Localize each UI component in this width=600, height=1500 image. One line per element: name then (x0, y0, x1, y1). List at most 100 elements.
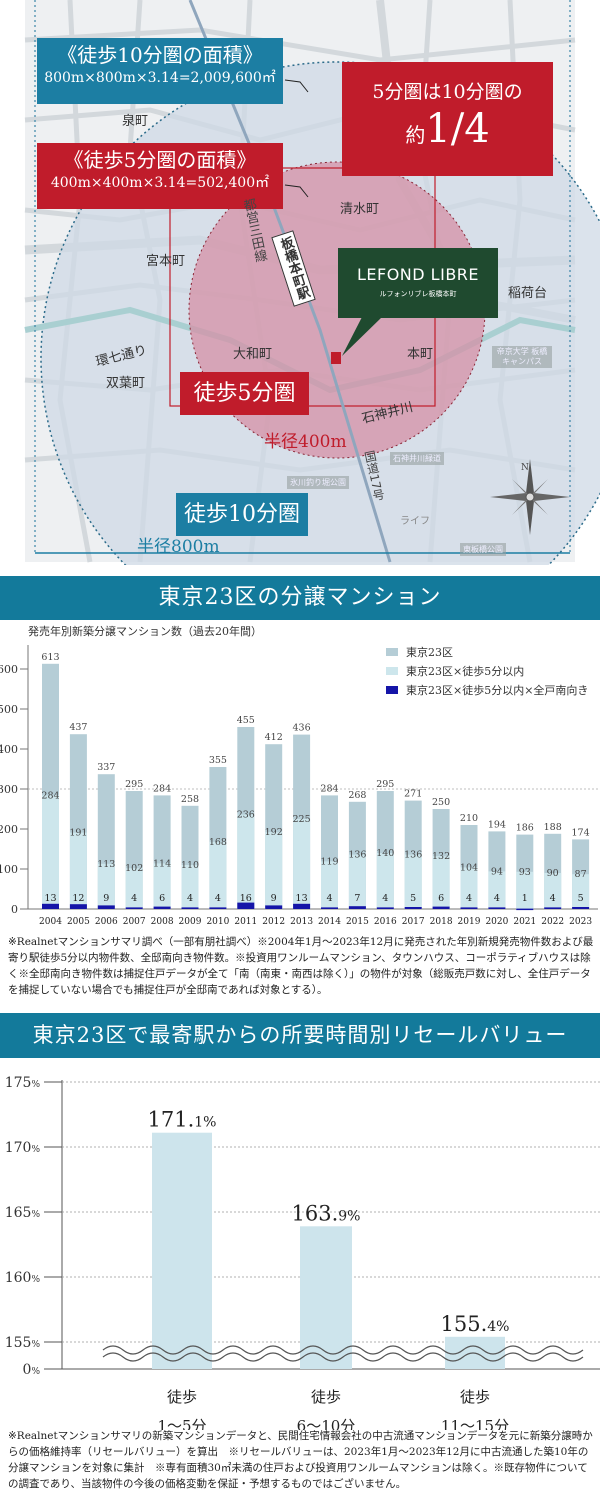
bar-south (181, 907, 199, 909)
data-label-south: 4 (131, 893, 137, 904)
y-tick-label: 200 (0, 823, 18, 836)
landmark-label: 東板橋公園 (460, 543, 506, 556)
x-tick-label: 2019 (458, 917, 481, 927)
data-label-tokyo23: 295 (125, 779, 143, 790)
x-category-line2: 6〜10分 (297, 1417, 356, 1430)
section2-header: 東京23区で最寄駅からの所要時間別リセールバリュー (0, 1013, 600, 1058)
bar-south (460, 907, 478, 909)
x-tick-label: 2023 (569, 917, 592, 927)
landmark-label: ライフ (400, 516, 430, 527)
walk10-label: 徒歩10分圏 (176, 493, 308, 536)
x-category-line1: 徒歩 (460, 1388, 490, 1406)
bar-south (153, 906, 171, 909)
y-tick-label: 0% (23, 1362, 41, 1378)
data-label-south: 6 (438, 893, 444, 904)
data-label-tokyo23: 436 (293, 723, 311, 734)
data-label-walk5: 225 (293, 814, 311, 825)
data-label-walk5: 236 (237, 810, 255, 821)
data-label-walk5: 192 (265, 827, 283, 838)
data-label-south: 4 (187, 893, 193, 904)
bar-south (321, 907, 338, 909)
legend-swatch (386, 648, 398, 656)
town-label: 大和町 (233, 347, 273, 362)
bar-south (209, 907, 227, 909)
legend-label: 東京23区×徒歩5分以内 (406, 665, 525, 678)
town-label: 本町 (407, 347, 434, 362)
property-callout: LEFOND LIBRE ルフォンリブレ板橋本町 (338, 248, 498, 318)
data-label-walk5: 87 (575, 869, 587, 880)
bar-walk5 (348, 854, 366, 909)
data-label-south: 4 (326, 893, 332, 904)
walk10-area-title: 《徒歩10分圏の面積》 (57, 43, 263, 67)
data-label-walk5: 104 (460, 862, 478, 873)
data-label-south: 13 (44, 893, 56, 904)
bar-walk5 (181, 865, 199, 909)
bar-south (69, 904, 87, 909)
x-tick-label: 2010 (206, 917, 229, 927)
y-tick-label: 165% (5, 1205, 41, 1221)
resale-value-label: 171.1% (148, 1108, 217, 1132)
data-label-south: 13 (296, 893, 308, 904)
data-label-tokyo23: 188 (544, 822, 562, 833)
data-label-south: 4 (494, 893, 500, 904)
bar-walk5 (42, 795, 59, 909)
legend-item: 東京23区×徒歩5分以内×全戸南向き (386, 681, 588, 700)
data-label-walk5: 102 (125, 863, 143, 874)
town-label: 宮本町 (146, 254, 186, 269)
x-tick-label: 2007 (123, 917, 146, 927)
data-label-south: 4 (215, 893, 221, 904)
bar-walk5 (544, 873, 562, 909)
landmark-label: 石神井川緑道 (390, 452, 444, 465)
x-category-line2: 1〜5分 (157, 1417, 206, 1430)
data-label-south: 4 (466, 893, 472, 904)
bar-south (572, 907, 590, 909)
legend-item: 東京23区×徒歩5分以内 (386, 662, 588, 681)
chart1-svg: 0100200300400500600613284132004437191122… (0, 645, 598, 927)
town-label: 双葉町 (106, 376, 146, 391)
axis-break-wave (102, 1352, 584, 1362)
compass-icon (490, 459, 570, 535)
y-tick-label: 155% (5, 1335, 41, 1351)
y-tick-label: 300 (0, 783, 18, 796)
data-label-walk5: 136 (404, 850, 422, 861)
y-tick-label: 100 (0, 863, 18, 876)
property-kana: ルフォンリブレ板橋本町 (379, 290, 457, 299)
ratio-value: 1/4 (425, 105, 490, 152)
bar-walk5 (516, 871, 534, 909)
landmark-label: 氷川釣り堀公園 (287, 476, 349, 489)
town-label: 清水町 (340, 202, 380, 217)
data-label-south: 1 (522, 893, 528, 904)
resale-value-label: 155.4% (441, 1312, 510, 1336)
x-tick-label: 2004 (39, 917, 62, 927)
bar-south (544, 907, 562, 909)
bar-south (488, 907, 506, 909)
x-tick-label: 2017 (402, 917, 425, 927)
data-label-walk5: 113 (97, 859, 115, 870)
bar-south (42, 903, 59, 909)
legend-label: 東京23区 (406, 646, 453, 659)
walk10-area-formula: 800m×800m×3.14=2,009,600㎡ (44, 70, 276, 86)
bar-south (376, 907, 394, 909)
bar-south (125, 907, 143, 909)
x-tick-label: 2009 (179, 917, 202, 927)
bar-walk5 (125, 868, 143, 909)
data-label-walk5: 136 (348, 850, 366, 861)
town-label: 稲荷台 (508, 286, 548, 301)
data-label-tokyo23: 613 (41, 652, 59, 663)
x-tick-label: 2014 (318, 917, 341, 927)
y-tick-label: 600 (0, 663, 18, 676)
section2-note: ※Realnetマンションサマリの新築マンションデータと、民間住宅情報会社の中古… (8, 1430, 593, 1490)
resale-bar (300, 1226, 352, 1369)
y-tick-label: 175% (5, 1075, 41, 1091)
walk10-area-box: 《徒歩10分圏の面積》 800m×800m×3.14=2,009,600㎡ (37, 38, 283, 104)
x-tick-label: 2011 (234, 917, 257, 927)
chart2-svg: 0% 155% 160% 165% 170% 175% 171.1% 徒歩 1〜5分 163.9%… (5, 1075, 600, 1430)
x-category-line1: 徒歩 (311, 1388, 341, 1406)
x-tick-label: 2021 (513, 917, 536, 927)
data-label-tokyo23: 258 (181, 794, 199, 805)
data-label-tokyo23: 271 (404, 789, 422, 800)
legend-item: 東京23区 (386, 643, 588, 662)
landmark-label: 帝京大学 板橋キャンパス (492, 346, 552, 368)
data-label-tokyo23: 437 (69, 722, 87, 733)
chart1-legend: 東京23区 東京23区×徒歩5分以内 東京23区×徒歩5分以内×全戸南向き (386, 643, 588, 700)
